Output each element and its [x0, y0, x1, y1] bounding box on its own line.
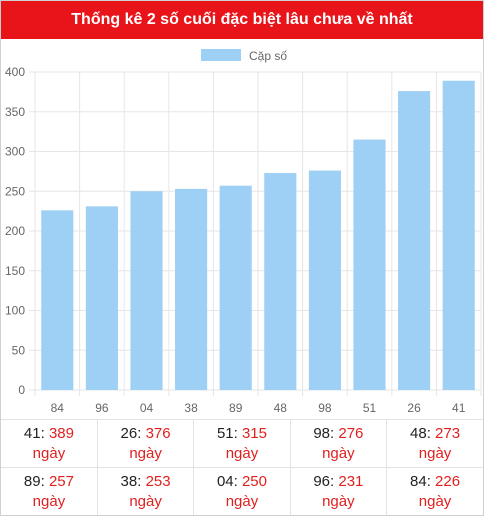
pair-number: 51	[216, 424, 234, 442]
pair-number: 04	[216, 472, 234, 490]
days-value: 276	[338, 424, 364, 442]
x-tick-label: 04	[140, 401, 154, 415]
x-tick-label: 48	[274, 401, 288, 415]
days-value: 226	[435, 472, 461, 490]
stats-cell: 96: 231 ngày	[289, 467, 387, 515]
legend-label: Cặp số	[249, 49, 287, 63]
days-unit: ngày	[129, 444, 162, 462]
stats-cell: 84: 226 ngày	[386, 467, 483, 515]
bar	[264, 172, 297, 390]
y-tick-label: 400	[5, 65, 25, 79]
days-unit: ngày	[129, 492, 162, 510]
bar-chart: 0 50 100 150 200 250 300 350 400 84 96 04 38 89 48 98 51…	[5, 49, 482, 415]
stats-cell: 51: 315 ngày	[193, 418, 291, 468]
stats-cell: 48: 273 ngày	[386, 418, 483, 468]
widget-header: Thống kê 2 số cuối đặc biệt lâu chưa về …	[1, 1, 483, 39]
stats-cell: 38: 253 ngày	[96, 467, 194, 515]
chart-title: Thống kê 2 số cuối đặc biệt lâu chưa về …	[71, 11, 413, 28]
days-unit: ngày	[418, 492, 452, 510]
pair-number: 38	[120, 472, 138, 490]
pair-number: 48	[410, 424, 427, 442]
stats-row: 41: 389 ngày 26: 376 ngày 51: 315 ngày 98: 276…	[1, 418, 483, 468]
bar	[353, 139, 386, 390]
bar	[41, 210, 74, 390]
y-tick-label: 200	[5, 224, 25, 238]
x-tick-label: 84	[51, 401, 65, 415]
bar	[442, 80, 475, 390]
bar	[398, 91, 431, 390]
x-tick-label: 89	[229, 401, 243, 415]
bar	[308, 170, 341, 390]
bar	[219, 185, 252, 390]
x-tick-label: 51	[363, 401, 377, 415]
pair-number: 96	[313, 472, 331, 490]
days-value: 389	[48, 424, 74, 442]
days-unit: ngày	[32, 444, 66, 462]
bar	[130, 191, 163, 390]
days-unit: ngày	[322, 492, 355, 510]
days-unit: ngày	[32, 492, 66, 510]
pair-number: 89	[23, 472, 41, 490]
bar	[175, 188, 208, 390]
x-tick-label: 38	[184, 401, 198, 415]
y-tick-label: 100	[5, 304, 25, 318]
days-unit: ngày	[322, 444, 355, 462]
days-value: 376	[145, 424, 171, 442]
days-value: 231	[338, 472, 364, 490]
days-value: 250	[241, 472, 267, 490]
pair-number: 84	[410, 472, 427, 490]
x-tick-label: 41	[452, 401, 466, 415]
bar	[85, 206, 118, 390]
chart-area: 0 50 100 150 200 250 300 350 400 84 96 04 38 89 48 98 51…	[1, 40, 483, 418]
pair-number: 26	[120, 424, 138, 442]
y-tick-label: 350	[5, 105, 25, 119]
days-unit: ngày	[225, 492, 259, 510]
stats-cell: 89: 257 ngày	[1, 467, 98, 515]
y-tick-label: 250	[5, 184, 25, 198]
x-tick-label: 26	[407, 401, 421, 415]
days-value: 315	[241, 424, 267, 442]
x-tick-label: 98	[318, 401, 332, 415]
days-value: 253	[145, 472, 171, 490]
stats-cell: 04: 250 ngày	[193, 467, 291, 515]
pair-number: 98	[313, 424, 331, 442]
stats-table: 41: 389 ngày 26: 376 ngày 51: 315 ngày 98: 276…	[1, 418, 483, 515]
y-tick-label: 0	[18, 383, 25, 397]
pair-number: 41	[23, 424, 41, 442]
days-unit: ngày	[418, 444, 452, 462]
x-tick-label: 96	[95, 401, 109, 415]
stats-cell: 41: 389 ngày	[1, 418, 98, 468]
stats-cell: 26: 376 ngày	[96, 418, 194, 468]
legend-swatch	[201, 49, 241, 61]
days-unit: ngày	[225, 444, 259, 462]
y-tick-label: 50	[12, 343, 26, 357]
stats-row: 89: 257 ngày 38: 253 ngày 04: 250 ngày 96: 231…	[1, 467, 483, 515]
stats-cell: 98: 276 ngày	[289, 418, 387, 468]
days-value: 273	[435, 424, 461, 442]
y-tick-label: 150	[5, 264, 25, 278]
days-value: 257	[48, 472, 74, 490]
y-tick-label: 300	[5, 145, 25, 159]
